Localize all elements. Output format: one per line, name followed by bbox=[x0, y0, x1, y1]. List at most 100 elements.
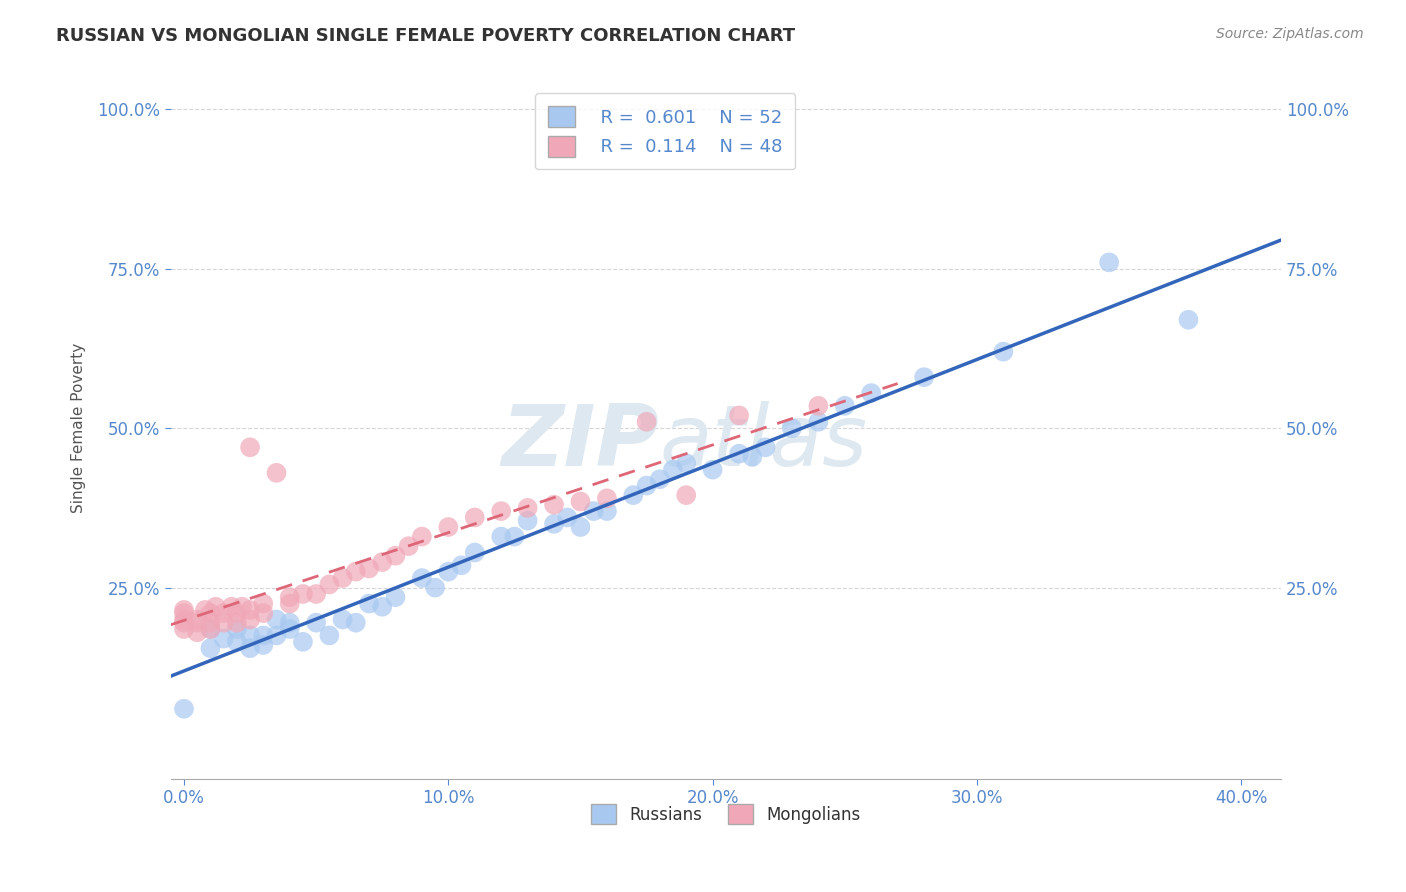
Point bbox=[555, 510, 578, 524]
Point bbox=[1177, 312, 1199, 326]
Point bbox=[225, 606, 247, 620]
Point bbox=[411, 571, 433, 585]
Point bbox=[200, 622, 222, 636]
Point bbox=[305, 587, 328, 601]
Point bbox=[173, 606, 195, 620]
Point bbox=[200, 641, 222, 656]
Point bbox=[371, 555, 394, 569]
Point bbox=[675, 488, 697, 502]
Point bbox=[204, 599, 226, 614]
Point bbox=[860, 386, 883, 401]
Point bbox=[728, 447, 751, 461]
Point bbox=[239, 628, 262, 642]
Point bbox=[200, 606, 222, 620]
Text: RUSSIAN VS MONGOLIAN SINGLE FEMALE POVERTY CORRELATION CHART: RUSSIAN VS MONGOLIAN SINGLE FEMALE POVER… bbox=[56, 27, 796, 45]
Point bbox=[332, 612, 354, 626]
Point bbox=[1098, 255, 1121, 269]
Point bbox=[371, 599, 394, 614]
Point bbox=[489, 504, 512, 518]
Point bbox=[318, 628, 340, 642]
Point bbox=[728, 409, 751, 423]
Point bbox=[239, 440, 262, 454]
Point bbox=[332, 571, 354, 585]
Point bbox=[225, 615, 247, 630]
Point bbox=[266, 612, 288, 626]
Point bbox=[834, 399, 856, 413]
Point bbox=[741, 450, 763, 464]
Point bbox=[993, 344, 1015, 359]
Point bbox=[569, 520, 592, 534]
Point bbox=[173, 622, 195, 636]
Point bbox=[186, 615, 208, 630]
Point bbox=[278, 597, 301, 611]
Point bbox=[543, 498, 565, 512]
Point bbox=[702, 462, 724, 476]
Legend: Russians, Mongolians: Russians, Mongolians bbox=[582, 795, 870, 834]
Point bbox=[384, 590, 406, 604]
Point bbox=[173, 603, 195, 617]
Point bbox=[754, 440, 776, 454]
Point bbox=[357, 561, 380, 575]
Point bbox=[212, 615, 235, 630]
Point bbox=[423, 581, 446, 595]
Point bbox=[239, 603, 262, 617]
Point bbox=[318, 577, 340, 591]
Point bbox=[225, 622, 247, 636]
Point bbox=[212, 606, 235, 620]
Point bbox=[212, 632, 235, 646]
Point bbox=[582, 504, 605, 518]
Point bbox=[516, 514, 538, 528]
Point bbox=[252, 628, 274, 642]
Point bbox=[231, 599, 253, 614]
Point bbox=[464, 510, 486, 524]
Point bbox=[200, 615, 222, 630]
Point bbox=[239, 641, 262, 656]
Point bbox=[252, 606, 274, 620]
Point bbox=[807, 399, 830, 413]
Point bbox=[543, 516, 565, 531]
Point bbox=[221, 599, 243, 614]
Point bbox=[780, 421, 803, 435]
Point bbox=[648, 472, 671, 486]
Point bbox=[596, 504, 619, 518]
Point bbox=[807, 415, 830, 429]
Point bbox=[252, 638, 274, 652]
Y-axis label: Single Female Poverty: Single Female Poverty bbox=[72, 343, 86, 513]
Point bbox=[173, 615, 195, 630]
Point bbox=[357, 597, 380, 611]
Point bbox=[596, 491, 619, 506]
Text: atlas: atlas bbox=[659, 401, 868, 483]
Point bbox=[503, 530, 526, 544]
Point bbox=[186, 612, 208, 626]
Point bbox=[411, 530, 433, 544]
Point bbox=[437, 565, 460, 579]
Point bbox=[344, 615, 367, 630]
Point bbox=[912, 370, 935, 384]
Point bbox=[464, 545, 486, 559]
Point bbox=[173, 702, 195, 716]
Point bbox=[173, 612, 195, 626]
Point bbox=[384, 549, 406, 563]
Point bbox=[252, 597, 274, 611]
Point bbox=[636, 415, 658, 429]
Point bbox=[194, 603, 217, 617]
Point bbox=[225, 635, 247, 649]
Point bbox=[489, 530, 512, 544]
Point bbox=[450, 558, 472, 573]
Point bbox=[344, 565, 367, 579]
Point bbox=[278, 622, 301, 636]
Text: Source: ZipAtlas.com: Source: ZipAtlas.com bbox=[1216, 27, 1364, 41]
Point bbox=[278, 615, 301, 630]
Point bbox=[200, 622, 222, 636]
Point bbox=[291, 635, 314, 649]
Point bbox=[266, 628, 288, 642]
Point bbox=[278, 590, 301, 604]
Point bbox=[621, 488, 644, 502]
Point bbox=[636, 478, 658, 492]
Text: ZIP: ZIP bbox=[502, 401, 659, 483]
Point bbox=[239, 612, 262, 626]
Point bbox=[569, 494, 592, 508]
Point bbox=[662, 462, 685, 476]
Point bbox=[516, 500, 538, 515]
Point bbox=[266, 466, 288, 480]
